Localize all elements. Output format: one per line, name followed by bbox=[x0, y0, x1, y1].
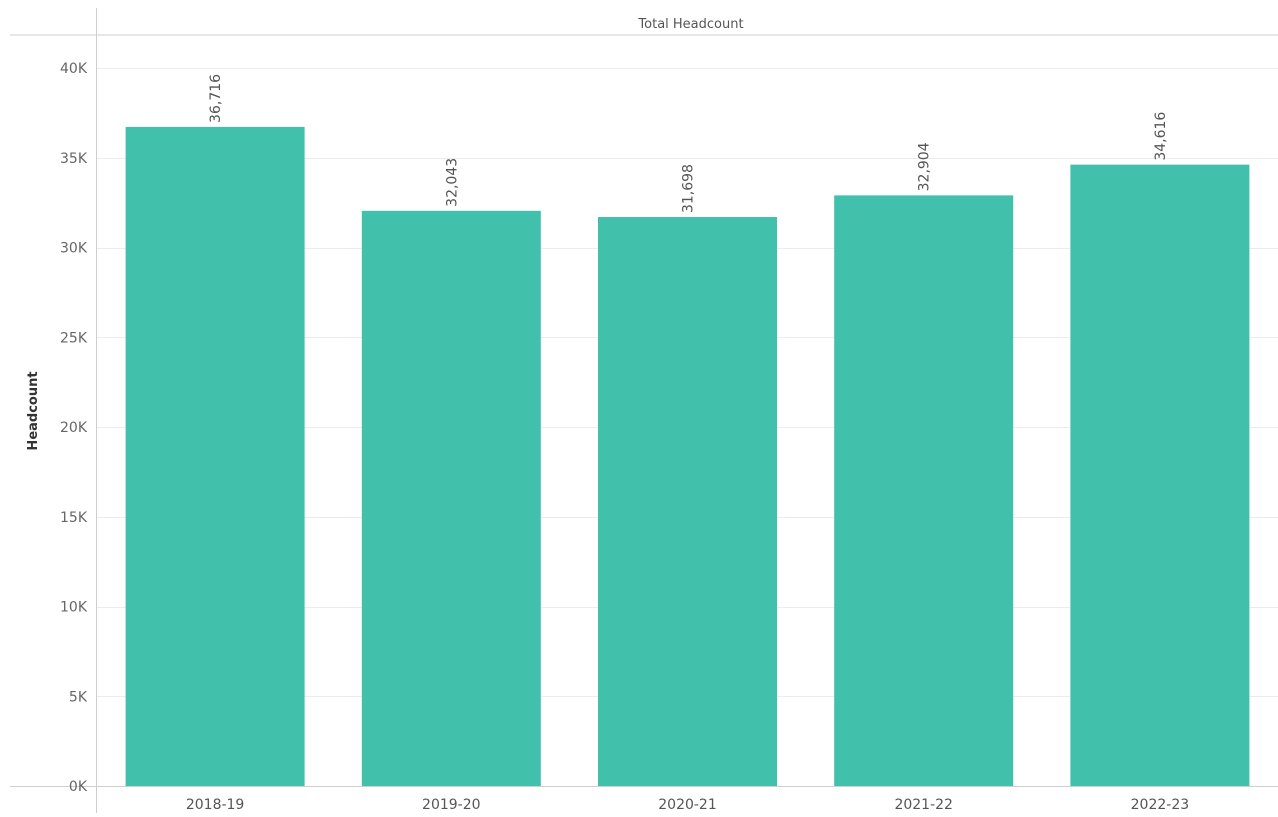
bar bbox=[361, 210, 541, 787]
y-tick-label: 25K bbox=[60, 330, 88, 346]
chart-title: Total Headcount bbox=[637, 17, 743, 32]
y-tick-label: 0K bbox=[69, 779, 88, 795]
y-axis-title: Headcount bbox=[26, 371, 41, 450]
bar-value-label: 32,043 bbox=[444, 158, 460, 207]
bar-value-label: 31,698 bbox=[681, 164, 697, 213]
bar-value-label: 34,616 bbox=[1153, 112, 1169, 161]
y-tick-label: 30K bbox=[60, 241, 88, 257]
data-labels: 36,716 32,043 31,698 32,904 34,616 bbox=[208, 74, 1169, 213]
bar-value-label: 32,904 bbox=[917, 142, 933, 191]
y-tick-label: 5K bbox=[69, 689, 88, 705]
bar bbox=[125, 126, 305, 786]
bar bbox=[598, 217, 777, 787]
x-tick-label: 2022-23 bbox=[1131, 797, 1190, 813]
y-tick-label: 20K bbox=[60, 420, 88, 436]
chart-frame bbox=[10, 8, 1278, 813]
y-axis-ticks: 0K 5K 10K 15K 20K 25K 30K 35K 40K bbox=[60, 61, 88, 795]
y-tick-label: 40K bbox=[60, 61, 88, 77]
bars bbox=[125, 126, 1250, 787]
x-axis-ticks: 2018-19 2019-20 2020-21 2021-22 2022-23 bbox=[186, 797, 1189, 813]
bar bbox=[834, 195, 1014, 787]
x-tick-label: 2019-20 bbox=[422, 797, 481, 813]
y-tick-label: 15K bbox=[60, 510, 88, 526]
x-tick-label: 2020-21 bbox=[658, 797, 717, 813]
x-tick-label: 2021-22 bbox=[894, 797, 953, 813]
bar-value-label: 36,716 bbox=[208, 74, 224, 123]
x-tick-label: 2018-19 bbox=[186, 797, 245, 813]
bar bbox=[1070, 164, 1250, 786]
y-tick-label: 10K bbox=[60, 600, 88, 616]
y-tick-label: 35K bbox=[60, 151, 88, 167]
